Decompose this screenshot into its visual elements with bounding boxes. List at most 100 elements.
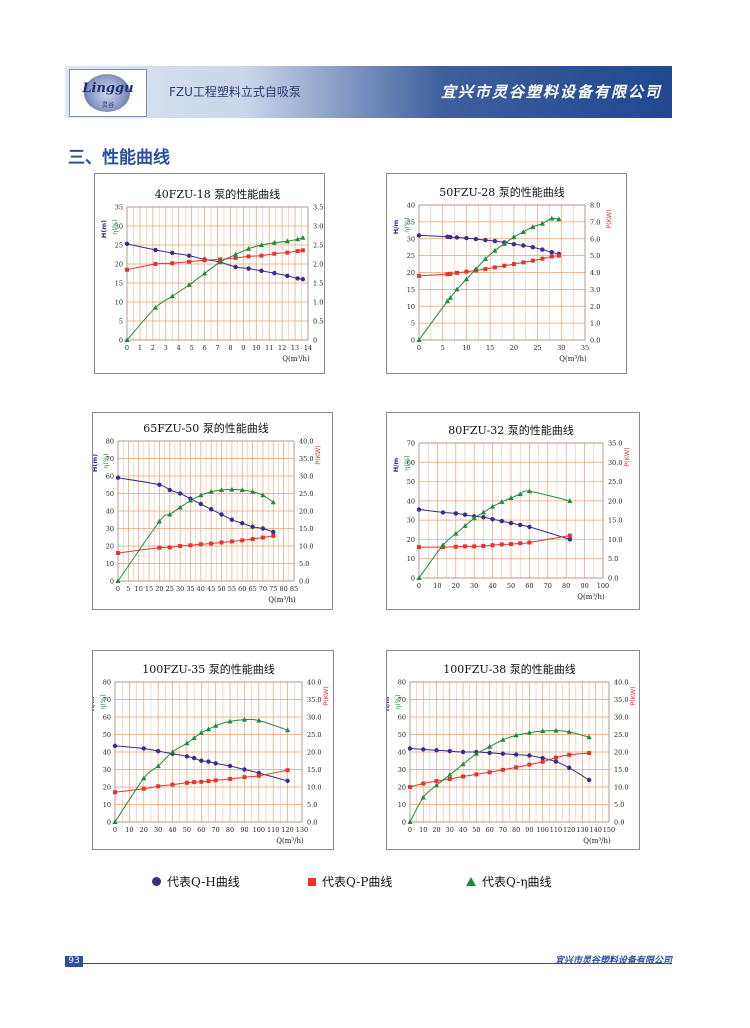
data-point-qp (240, 538, 245, 543)
y2-tick-label: 2.0 (313, 261, 323, 269)
x-tick-label: 70 (544, 582, 552, 590)
y2-axis-label: P(KW) (314, 445, 322, 464)
x-tick-label: 70 (212, 826, 220, 834)
y-tick-label: 80 (398, 679, 406, 687)
data-point-qh (511, 241, 517, 247)
data-point-qp (157, 545, 162, 550)
y2-tick-label: 15.0 (307, 766, 321, 774)
circle-marker-icon (152, 877, 161, 886)
data-point-qeta (217, 259, 223, 265)
y2-tick-label: 0.0 (307, 819, 317, 827)
y-tick-label: 30 (407, 517, 415, 525)
chart-panel-40fzu-18: 40FZU-18 泵的性能曲线 0 5 10 15 20 25 30 35 0 0.5 1.0 1.5 2… (94, 173, 325, 374)
data-point-qh (530, 244, 536, 250)
data-point-qp (141, 786, 146, 791)
data-point-qh (229, 517, 235, 522)
data-point-qeta (447, 295, 453, 300)
data-point-qh (460, 749, 466, 755)
x-axis-label: Q(m³/h) (276, 837, 304, 845)
x-tick-label: 12 (278, 344, 286, 352)
y-axis-label-eff: η(%) (99, 694, 107, 709)
data-point-qh (462, 512, 468, 517)
x-tick-label: 65 (248, 585, 256, 593)
data-point-qp (587, 751, 592, 756)
y-tick-label: 30 (103, 766, 111, 774)
data-point-qp (434, 779, 439, 784)
data-point-qh (499, 518, 504, 524)
data-point-qp (198, 542, 203, 547)
y2-tick-label: 5.0 (614, 801, 624, 809)
data-point-qeta (586, 734, 592, 740)
chart-panel-65fzu-50: 65FZU-50 泵的性能曲线 0 10 20 30 40 50 60 70 80 0.0 5.0 10… (92, 412, 333, 610)
data-point-qh (487, 750, 492, 756)
x-tick-label: 0 (116, 585, 120, 593)
y-tick-label: 20 (115, 261, 123, 269)
data-point-qeta (444, 298, 451, 304)
data-point-qeta (420, 794, 426, 800)
company-name: 宜兴市灵谷塑料设备有限公司 (440, 83, 662, 101)
plot-frame (126, 206, 309, 341)
y-tick-label: 10 (407, 303, 415, 311)
data-point-qp (295, 249, 300, 254)
x-tick-label: 30 (557, 344, 565, 352)
data-point-qeta (549, 215, 555, 221)
y2-tick-label: 2.5 (313, 242, 323, 250)
x-tick-label: 25 (533, 344, 541, 352)
company-logo: Linggu 灵谷 (69, 69, 147, 117)
data-point-qh (295, 276, 300, 281)
x-axis-label: Q(m³/h) (583, 837, 611, 845)
x-tick-label: 20 (432, 826, 440, 834)
plot-frame (117, 440, 295, 582)
data-point-qp (192, 780, 197, 785)
y-tick-label: 0 (107, 819, 111, 827)
section-title: 三、性能曲线 (68, 148, 170, 168)
y2-tick-label: 20.0 (608, 497, 622, 505)
data-point-qeta (201, 270, 208, 276)
data-point-qh (492, 238, 498, 244)
plot-frame (114, 681, 303, 823)
x-tick-label: 20 (155, 585, 163, 593)
y-tick-label: 70 (398, 696, 406, 704)
data-point-qeta (258, 242, 265, 247)
y2-axis-label: P(KW) (629, 686, 637, 705)
y2-tick-label: 25.0 (307, 731, 321, 739)
x-tick-label: 35 (581, 344, 589, 352)
data-point-qeta (241, 716, 248, 722)
x-tick-label: 50 (217, 585, 225, 593)
grid (126, 206, 309, 341)
y-tick-label: 40 (407, 202, 415, 210)
data-point-qh (260, 526, 266, 531)
x-tick-label: 30 (470, 582, 478, 590)
x-tick-label: 1 (138, 344, 142, 352)
y2-tick-label: 5.0 (590, 252, 600, 260)
data-point-qeta (191, 735, 197, 740)
legend-qeta-label: 代表Q-η曲线 (482, 875, 552, 889)
y-axis-label-head: H/m (392, 219, 400, 234)
data-point-qp (499, 542, 504, 547)
x-tick-label: 11 (265, 344, 273, 352)
x-tick-label: 40 (197, 585, 205, 593)
data-point-qp (219, 540, 224, 545)
x-tick-label: 80 (280, 585, 288, 593)
x-axis-label: Q(m³/h) (268, 596, 296, 604)
x-tick-label: 30 (176, 585, 184, 593)
data-point-qeta (492, 247, 498, 253)
y2-tick-label: 20.0 (307, 749, 321, 757)
data-point-qp (125, 267, 129, 272)
x-axis-label: Q(m³/h) (577, 593, 605, 601)
y-tick-label: 40 (106, 508, 114, 516)
y2-tick-label: 1.5 (313, 280, 323, 288)
x-tick-label: 0 (408, 826, 412, 834)
x-tick-label: 90 (525, 826, 533, 834)
data-point-qp (285, 768, 290, 773)
data-point-qp (483, 267, 488, 272)
data-point-qh (115, 475, 121, 480)
data-point-qp (527, 762, 532, 767)
data-point-qeta (249, 488, 256, 494)
y2-tick-label: 35.0 (299, 455, 313, 463)
data-point-qp (567, 533, 572, 538)
chart-80fzu-32: 80FZU-32 泵的性能曲线 0 10 20 30 40 50 60 70 0.0 5.0 10.0… (392, 423, 631, 601)
data-point-qh (416, 233, 422, 238)
data-point-qp (408, 785, 412, 789)
data-point-qp (206, 779, 211, 784)
